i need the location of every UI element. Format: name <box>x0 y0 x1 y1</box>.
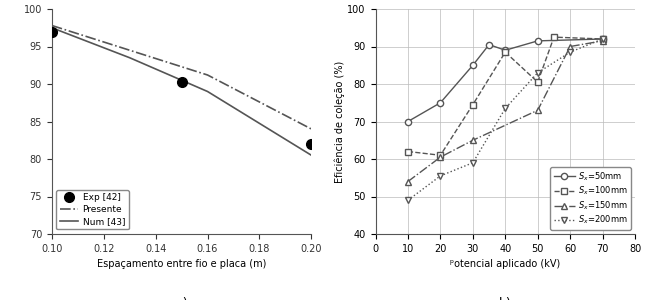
$S_x$=100mm <box>599 37 607 41</box>
Exp [42] <box>48 30 56 33</box>
$S_x$=100mm <box>534 80 542 84</box>
Line: $S_x$=200mm: $S_x$=200mm <box>405 36 606 203</box>
Presente <box>48 24 56 27</box>
$S_x$=200mm <box>469 161 477 164</box>
Num [43] <box>203 90 211 93</box>
Presente <box>307 127 315 131</box>
$S_x$=200mm <box>404 199 412 202</box>
$S_x$=100mm <box>404 150 412 153</box>
Text: b): b) <box>499 297 512 300</box>
Line: $S_x$=150mm: $S_x$=150mm <box>405 38 606 184</box>
Presente <box>203 73 211 77</box>
$S_x$=150mm <box>469 138 477 142</box>
Line: $S_x$=100mm: $S_x$=100mm <box>405 34 606 158</box>
Line: Presente: Presente <box>52 26 311 129</box>
Exp [42] <box>178 80 185 83</box>
$S_x$=50mm <box>599 37 607 41</box>
$S_x$=150mm <box>599 39 607 43</box>
Line: Num [43]: Num [43] <box>52 28 311 155</box>
$S_x$=100mm <box>437 153 445 157</box>
Num [43] <box>126 56 133 59</box>
Text: a): a) <box>175 297 188 300</box>
X-axis label: Espaçamento entre fio e placa (m): Espaçamento entre fio e placa (m) <box>97 259 266 269</box>
$S_x$=50mm <box>534 39 542 43</box>
Line: Exp [42]: Exp [42] <box>47 27 316 149</box>
Legend: $S_x$=50mm, $S_x$=100mm, $S_x$=150mm, $S_x$=200mm: $S_x$=50mm, $S_x$=100mm, $S_x$=150mm, $S… <box>550 167 631 230</box>
$S_x$=150mm <box>534 108 542 112</box>
$S_x$=200mm <box>599 37 607 41</box>
Num [43] <box>48 26 56 29</box>
$S_x$=50mm <box>437 101 445 104</box>
Presente <box>126 48 133 52</box>
Num [43] <box>307 153 315 157</box>
$S_x$=100mm <box>550 35 558 39</box>
$S_x$=100mm <box>502 50 509 54</box>
$S_x$=200mm <box>566 50 574 54</box>
$S_x$=50mm <box>485 43 493 46</box>
Exp [42] <box>307 142 315 146</box>
X-axis label: ᵖotencial aplicado (kV): ᵖotencial aplicado (kV) <box>450 259 561 269</box>
$S_x$=150mm <box>437 155 445 159</box>
$S_x$=150mm <box>404 180 412 183</box>
$S_x$=200mm <box>502 106 509 110</box>
$S_x$=100mm <box>469 103 477 106</box>
$S_x$=50mm <box>469 63 477 67</box>
$S_x$=150mm <box>566 45 574 48</box>
$S_x$=200mm <box>437 174 445 178</box>
Y-axis label: Eficiência de coleção (%): Eficiência de coleção (%) <box>334 60 345 183</box>
$S_x$=50mm <box>404 120 412 123</box>
$S_x$=50mm <box>502 48 509 52</box>
Legend: Exp [42], Presente, Num [43]: Exp [42], Presente, Num [43] <box>56 190 129 230</box>
$S_x$=200mm <box>534 71 542 74</box>
Line: $S_x$=50mm: $S_x$=50mm <box>405 36 606 124</box>
